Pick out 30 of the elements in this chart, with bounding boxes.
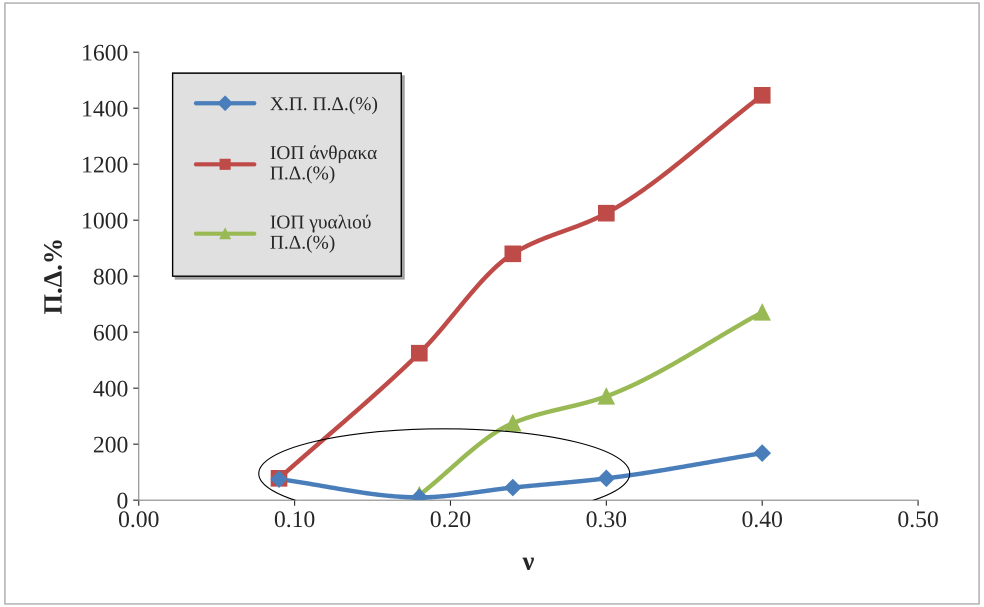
legend-label: Χ.Π. Π.Δ.(%) [270, 96, 378, 114]
point [504, 414, 522, 432]
y-tick-label: 200 [94, 436, 128, 453]
y-axis-title: Π.Δ.% [44, 240, 62, 314]
x-tick-label: 0.10 [274, 511, 314, 528]
x-tick-label: 0.20 [430, 511, 470, 528]
y-tick-label: 600 [94, 324, 128, 341]
point [504, 245, 522, 262]
y-tick-label: 1600 [83, 44, 128, 61]
point [754, 444, 771, 462]
x-tick-label: 0.50 [898, 511, 938, 528]
y-tick-label: 0 [117, 492, 128, 509]
y-tick-label: 800 [94, 268, 128, 285]
point [598, 470, 615, 487]
y-tick-label: 1200 [83, 156, 128, 173]
x-axis-title: ν [522, 558, 534, 570]
point [598, 204, 615, 222]
y-tick-label: 1400 [83, 100, 128, 117]
legend-label: ΙΟΠ άνθρακα Π.Δ.(%) [270, 145, 377, 184]
x-tick-label: 0.30 [586, 511, 626, 528]
point [754, 304, 771, 321]
y-tick-label: 1000 [83, 212, 128, 229]
x-tick-label: 0.40 [742, 511, 782, 528]
point [504, 479, 522, 496]
point [598, 388, 615, 405]
legend-label: ΙΟΠ γυαλιού Π.Δ.(%) [270, 214, 371, 253]
point [754, 86, 771, 104]
y-tick-label: 400 [93, 380, 128, 397]
point [410, 344, 428, 362]
x-tick-label: 0.00 [118, 511, 159, 528]
